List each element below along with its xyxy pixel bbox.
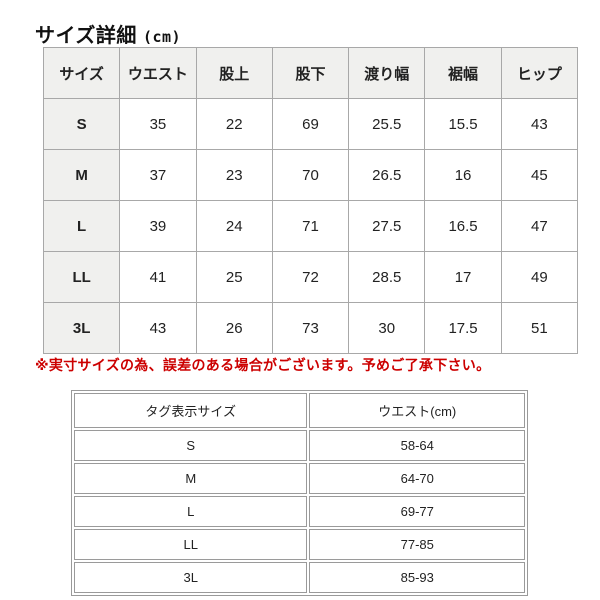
measurement-cell: 43 [500,98,579,150]
tag-size-table: タグ表示サイズ ウエスト(cm) S 58-64 M 64-70 L 69-77… [71,390,528,596]
waist-range-cell: 77-85 [309,529,525,560]
measurement-cell: 49 [500,251,579,303]
column-header-hip: ヒップ [500,47,579,99]
disclaimer-text: ※実寸サイズの為、誤差のある場合がございます。予めご了承下さい。 [35,357,491,373]
measurement-cell: 73 [271,302,350,354]
measurement-cell: 25.5 [348,98,426,150]
measurement-cell: 43 [119,302,197,354]
tag-table-row-l: L 69-77 [74,496,525,527]
size-label-cell: M [42,149,121,201]
measurement-cell: 45 [500,149,579,201]
measurement-cell: 22 [195,98,273,150]
size-label-cell: 3L [42,302,121,354]
column-header-waist: ウエスト [119,47,197,99]
table-row-3l: 3L 43 26 73 30 17.5 51 [42,302,579,354]
column-header-inseam: 股下 [271,47,350,99]
waist-range-cell: 69-77 [309,496,525,527]
measurement-cell: 16.5 [424,200,502,252]
page-title-unit: (cm) [142,28,182,47]
measurement-cell: 41 [119,251,197,303]
measurement-cell: 28.5 [348,251,426,303]
measurement-cell: 30 [348,302,426,354]
table-row-ll: LL 41 25 72 28.5 17 49 [42,251,579,303]
page-title-text: サイズ詳細 [35,25,137,48]
column-header-hem-width: 裾幅 [424,47,502,99]
table-row-l: L 39 24 71 27.5 16.5 47 [42,200,579,252]
measurement-cell: 37 [119,149,197,201]
measurement-cell: 47 [500,200,579,252]
measurement-cell: 70 [271,149,350,201]
measurement-cell: 17 [424,251,502,303]
size-label-cell: L [42,200,121,252]
tag-table-row-3l: 3L 85-93 [74,562,525,593]
table-row-m: M 37 23 70 26.5 16 45 [42,149,579,201]
tag-size-cell: M [74,463,308,494]
measurement-cell: 15.5 [424,98,502,150]
measurement-cell: 25 [195,251,273,303]
column-header-thigh-width: 渡り幅 [348,47,426,99]
tag-size-cell: LL [74,529,308,560]
column-header-waist-cm: ウエスト(cm) [309,393,525,428]
tag-size-cell: 3L [74,562,308,593]
measurement-cell: 27.5 [348,200,426,252]
measurement-cell: 71 [271,200,350,252]
page-title: サイズ詳細 (cm) [35,19,181,48]
column-header-tag-size: タグ表示サイズ [74,393,308,428]
waist-range-cell: 64-70 [309,463,525,494]
measurement-cell: 26 [195,302,273,354]
tag-table-row-s: S 58-64 [74,430,525,461]
tag-table-header-row: タグ表示サイズ ウエスト(cm) [74,393,525,428]
size-table-header-row: サイズ ウエスト 股上 股下 渡り幅 裾幅 ヒップ [42,47,579,99]
measurement-cell: 17.5 [424,302,502,354]
measurement-cell: 35 [119,98,197,150]
measurement-cell: 69 [271,98,350,150]
size-label-cell: S [42,98,121,150]
tag-size-cell: L [74,496,308,527]
measurement-cell: 23 [195,149,273,201]
size-detail-table: サイズ ウエスト 股上 股下 渡り幅 裾幅 ヒップ S 35 22 69 25.… [42,47,579,354]
tag-table-row-m: M 64-70 [74,463,525,494]
measurement-cell: 51 [500,302,579,354]
column-header-size: サイズ [42,47,121,99]
waist-range-cell: 58-64 [309,430,525,461]
waist-range-cell: 85-93 [309,562,525,593]
measurement-cell: 16 [424,149,502,201]
measurement-cell: 24 [195,200,273,252]
tag-table-row-ll: LL 77-85 [74,529,525,560]
measurement-cell: 72 [271,251,350,303]
size-label-cell: LL [42,251,121,303]
tag-size-cell: S [74,430,308,461]
column-header-rise: 股上 [195,47,273,99]
table-row-s: S 35 22 69 25.5 15.5 43 [42,98,579,150]
measurement-cell: 39 [119,200,197,252]
measurement-cell: 26.5 [348,149,426,201]
